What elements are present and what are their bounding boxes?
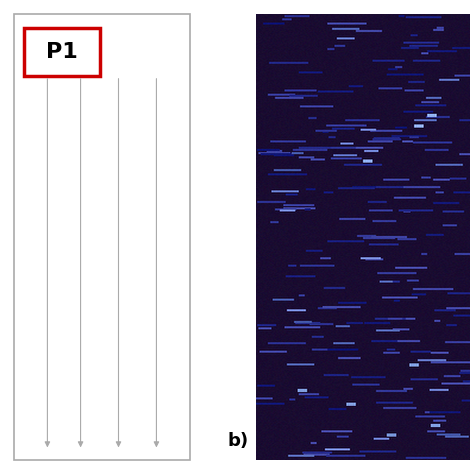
FancyBboxPatch shape xyxy=(14,14,190,460)
FancyBboxPatch shape xyxy=(24,28,100,76)
Text: b): b) xyxy=(228,432,249,450)
Text: P1: P1 xyxy=(46,42,77,62)
